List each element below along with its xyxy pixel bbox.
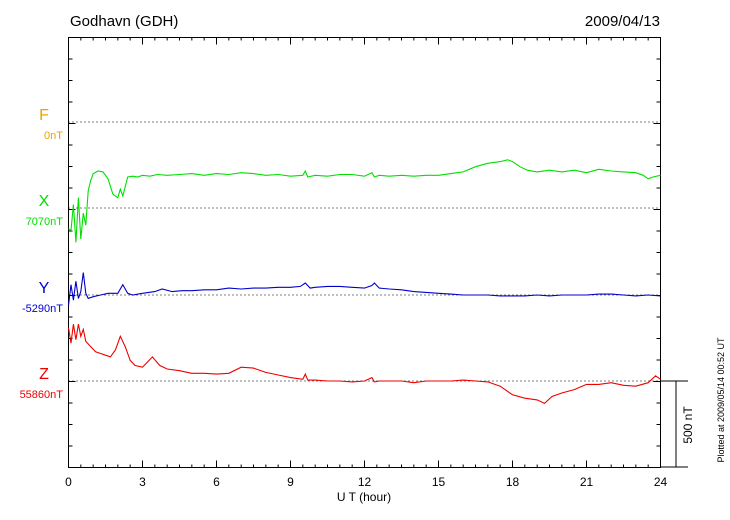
x-tick-labels: 0 3 6 9 12 15 18 21 24 — [65, 475, 667, 489]
component-name-X: X — [39, 193, 50, 210]
x-tick-label: 12 — [358, 475, 372, 489]
x-tick-label: 0 — [65, 475, 72, 489]
scale-bar: 500 nT — [660, 380, 695, 468]
chart-date: 2009/04/13 — [585, 13, 660, 30]
plotted-note: Plotted at 2009/05/14 00:52 UT — [716, 337, 726, 463]
component-name-Y: Y — [39, 280, 50, 297]
scale-bar-label: 500 nT — [681, 406, 695, 444]
series-traces — [67, 159, 661, 405]
component-baseline-Z: 55860nT — [20, 389, 64, 401]
chart-title: Godhavn (GDH) — [70, 13, 178, 30]
series-line-Y — [67, 272, 661, 306]
x-tick-label: 18 — [506, 475, 520, 489]
component-labels: F 0nT X 7070nT Y -5290nT Z 55860nT — [20, 107, 64, 401]
axis-ticks — [68, 37, 661, 468]
x-tick-label: 21 — [580, 475, 594, 489]
series-line-X — [68, 159, 661, 243]
component-baseline-X: 7070nT — [26, 216, 64, 228]
x-tick-label: 9 — [287, 475, 294, 489]
x-tick-label: 6 — [213, 475, 220, 489]
x-axis-label: U T (hour) — [337, 490, 391, 504]
component-baseline-Y: -5290nT — [22, 303, 63, 315]
x-tick-label: 24 — [654, 475, 668, 489]
x-tick-label: 15 — [432, 475, 446, 489]
baseline-grid — [68, 121, 661, 382]
component-name-Z: Z — [39, 366, 49, 383]
component-baseline-F: 0nT — [44, 130, 63, 142]
plot-frame — [68, 37, 661, 468]
x-tick-label: 3 — [139, 475, 146, 489]
component-name-F: F — [39, 107, 49, 124]
series-line-Z — [67, 324, 661, 405]
